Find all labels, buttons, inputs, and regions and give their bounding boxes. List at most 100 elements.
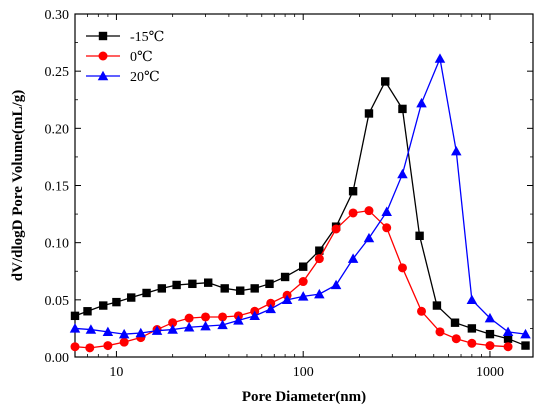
series-1-point bbox=[280, 272, 290, 282]
series-3-point bbox=[217, 319, 228, 330]
series-3-point bbox=[135, 327, 147, 338]
legend-marker-1 bbox=[98, 31, 108, 41]
series-2-point bbox=[397, 263, 407, 273]
series-1-point bbox=[521, 341, 530, 350]
series-1-point bbox=[315, 246, 324, 255]
series-2-point bbox=[298, 277, 308, 287]
series-2-point bbox=[201, 312, 211, 322]
series-1-point bbox=[503, 334, 513, 343]
series-1-point bbox=[157, 284, 167, 293]
y-tick-label: 0.30 bbox=[45, 8, 70, 23]
series-3-point bbox=[200, 320, 211, 331]
x-axis-label: Pore Diameter(nm) bbox=[242, 389, 366, 405]
series-1-point bbox=[70, 311, 80, 321]
y-tick-label: 0.00 bbox=[45, 351, 70, 366]
series-3-point bbox=[265, 303, 276, 314]
series-2-point bbox=[451, 334, 461, 344]
axes: 10 100 1000 0.00 0.05 0.10 0.15 0.20 0.25 0.30 bbox=[45, 8, 534, 380]
series-2-point bbox=[119, 337, 129, 347]
series-2-point bbox=[503, 342, 513, 352]
legend-marker-2 bbox=[98, 51, 108, 61]
series-3-line bbox=[74, 56, 526, 335]
series-3-point bbox=[363, 232, 375, 243]
series-1-point bbox=[172, 280, 181, 290]
series-3-point bbox=[434, 53, 446, 63]
series-2-point bbox=[70, 342, 80, 352]
series-1-point bbox=[188, 279, 197, 289]
series-1-point bbox=[127, 293, 136, 302]
series-1-point bbox=[236, 286, 245, 295]
series-3-point bbox=[347, 253, 359, 263]
series-1-point bbox=[83, 307, 92, 316]
series-1-point bbox=[142, 288, 151, 298]
series-3-point bbox=[183, 322, 195, 332]
series-2-point bbox=[467, 338, 477, 348]
series-2-point bbox=[218, 312, 228, 322]
series-3-point bbox=[118, 328, 130, 339]
y-tick-label: 0.15 bbox=[45, 180, 70, 195]
series-1 bbox=[70, 77, 530, 350]
series-3-point bbox=[451, 145, 462, 156]
series-3-point bbox=[466, 294, 478, 305]
legend-marker-3 bbox=[97, 70, 109, 81]
x-tick-label: 10 bbox=[109, 365, 123, 380]
y-tick-label: 0.20 bbox=[45, 122, 70, 137]
series-1-line bbox=[74, 80, 526, 347]
series-3-point bbox=[484, 312, 496, 323]
series-1-point bbox=[432, 301, 442, 310]
series-1-point bbox=[485, 329, 495, 339]
series-1-point bbox=[204, 278, 213, 287]
series-1-point bbox=[364, 109, 374, 118]
y-tick-label: 0.10 bbox=[45, 237, 70, 252]
series-2-point bbox=[417, 306, 427, 316]
series-2-line bbox=[74, 209, 509, 349]
legend-label-2: 0℃ bbox=[130, 50, 153, 65]
series-1-point bbox=[265, 279, 274, 289]
series-1-point bbox=[467, 324, 477, 333]
series-3-point bbox=[69, 323, 81, 333]
series-2-point bbox=[168, 318, 178, 328]
series-2-point bbox=[103, 341, 113, 351]
series-3-point bbox=[249, 310, 260, 321]
series-3-point bbox=[151, 325, 163, 335]
series-1-point bbox=[220, 284, 229, 293]
series-1-point bbox=[415, 231, 424, 241]
series-3-point bbox=[314, 288, 325, 299]
series-3-point bbox=[297, 291, 309, 301]
legend: -15℃ 0℃ 20℃ bbox=[86, 30, 164, 85]
series-2-point bbox=[485, 341, 495, 351]
series-2-point bbox=[435, 327, 445, 337]
series-3 bbox=[69, 53, 531, 339]
series-3-point bbox=[416, 97, 427, 108]
series-3-point bbox=[381, 206, 392, 216]
x-tick-label: 100 bbox=[293, 365, 314, 380]
series-3-point bbox=[520, 328, 531, 339]
series-2-point bbox=[184, 313, 194, 323]
series-3-point bbox=[85, 324, 97, 334]
series-1-point bbox=[348, 187, 358, 196]
series-2-point bbox=[314, 254, 324, 264]
series-2-point bbox=[331, 224, 341, 234]
series-1-point bbox=[250, 284, 259, 293]
series-2-point bbox=[364, 206, 374, 216]
series-1-point bbox=[450, 318, 460, 327]
y-axis-label: dV/dlogD Pore Volume(mL/g) bbox=[10, 90, 26, 281]
legend-label-1: -15℃ bbox=[130, 30, 164, 45]
series-1-point bbox=[112, 297, 121, 307]
series-1-point bbox=[398, 104, 407, 114]
series-3-point bbox=[281, 294, 293, 305]
y-tick-label: 0.25 bbox=[45, 65, 70, 80]
series-3-point bbox=[397, 168, 408, 179]
series-3-point bbox=[502, 326, 514, 337]
series-3-point bbox=[167, 324, 178, 334]
series-2-point bbox=[382, 223, 392, 233]
series-2 bbox=[70, 206, 513, 353]
series-3-point bbox=[330, 279, 342, 290]
series-3-point bbox=[233, 315, 244, 325]
plot-frame bbox=[74, 13, 534, 358]
series-2-point bbox=[85, 343, 95, 353]
series-2-point bbox=[348, 208, 358, 218]
series-2-point bbox=[266, 298, 276, 308]
y-tick-label: 0.05 bbox=[45, 294, 70, 309]
